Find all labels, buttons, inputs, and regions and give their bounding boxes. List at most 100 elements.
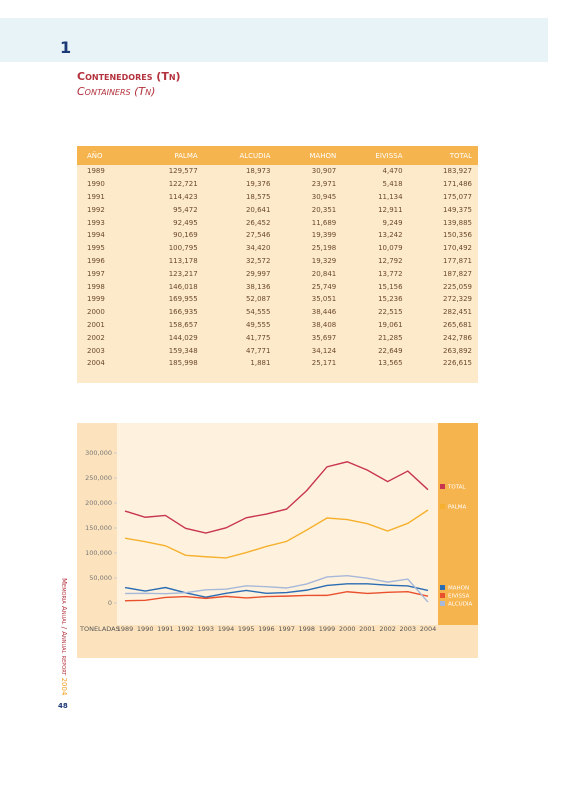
table-cell: 100,795 bbox=[168, 244, 198, 253]
table-cell: 225,059 bbox=[443, 282, 472, 291]
y-tick-label: 200,000 bbox=[85, 499, 112, 507]
table-cell: 146,018 bbox=[168, 282, 198, 291]
x-tick-label: 1992 bbox=[177, 625, 194, 633]
side-year: 2004 bbox=[60, 677, 68, 696]
table-cell: 18,575 bbox=[245, 192, 271, 201]
table-cell: 158,657 bbox=[168, 320, 198, 329]
table-row: 1996 113,178 32,572 19,329 12,792 177,871 bbox=[77, 255, 478, 268]
legend-swatch bbox=[440, 504, 445, 509]
table-cell: 19,061 bbox=[378, 320, 403, 329]
x-tick-label: 1991 bbox=[157, 625, 174, 633]
table-cell: 177,871 bbox=[443, 256, 472, 265]
table-row: 2003 159,348 47,771 34,124 22,649 263,892 bbox=[77, 344, 478, 357]
table-cell: 19,329 bbox=[311, 256, 337, 265]
table-row: 1994 90,169 27,546 19,399 13,242 150,356 bbox=[77, 229, 478, 242]
section-number: 1 bbox=[60, 38, 72, 57]
table-cell: 149,375 bbox=[443, 205, 472, 214]
table-cell: 123,217 bbox=[168, 269, 198, 278]
table-cell: 38,136 bbox=[245, 282, 271, 291]
table-cell: 2002 bbox=[87, 333, 105, 342]
table-cell: 263,892 bbox=[443, 346, 472, 355]
table-cell: 30,907 bbox=[311, 167, 337, 176]
x-tick-label: 1996 bbox=[258, 625, 275, 633]
table-cell: 95,472 bbox=[173, 205, 198, 214]
table-cell: 54,555 bbox=[245, 308, 271, 317]
column-header: PALMA bbox=[134, 146, 204, 165]
table-cell: 23,971 bbox=[311, 180, 337, 189]
table-cell: 242,786 bbox=[443, 333, 472, 342]
header-band bbox=[0, 18, 548, 62]
table-cell: 11,134 bbox=[378, 192, 403, 201]
table-cell: 2001 bbox=[87, 320, 105, 329]
table-cell: 183,927 bbox=[443, 167, 472, 176]
table-cell: 4,470 bbox=[382, 167, 403, 176]
table-cell: 20,351 bbox=[311, 205, 337, 214]
table-row: 1989 129,577 18,973 30,907 4,470 183,927 bbox=[77, 165, 478, 178]
table-cell: 34,124 bbox=[311, 346, 337, 355]
table-cell: 187,827 bbox=[443, 269, 472, 278]
table-cell: 5,418 bbox=[382, 180, 403, 189]
legend-label: EIVISSA bbox=[448, 594, 470, 600]
x-tick-label: 2004 bbox=[420, 625, 437, 633]
table-cell: 166,935 bbox=[168, 308, 198, 317]
x-tick-label: 2001 bbox=[359, 625, 376, 633]
x-tick-label: 1998 bbox=[299, 625, 316, 633]
x-tick-label: 2002 bbox=[379, 625, 396, 633]
table-cell: 1992 bbox=[87, 205, 105, 214]
table-cell: 35,051 bbox=[311, 295, 337, 304]
x-tick-label: 2000 bbox=[339, 625, 356, 633]
table-cell: 38,446 bbox=[311, 308, 337, 317]
table-cell: 1996 bbox=[87, 256, 105, 265]
table-cell: 1989 bbox=[87, 167, 105, 176]
x-tick-label: 1999 bbox=[319, 625, 336, 633]
table-cell: 22,649 bbox=[378, 346, 403, 355]
table-row: 1991 114,423 18,575 30,945 11,134 175,077 bbox=[77, 191, 478, 204]
x-tick-label: 1997 bbox=[278, 625, 295, 633]
table-row: 1990 122,721 19,376 23,971 5,418 171,486 bbox=[77, 178, 478, 191]
legend-label: PALMA bbox=[448, 505, 467, 511]
table-cell: 1991 bbox=[87, 192, 105, 201]
table-cell: 32,572 bbox=[245, 256, 271, 265]
table-cell: 47,771 bbox=[245, 346, 271, 355]
y-tick-label: 300,000 bbox=[85, 449, 112, 457]
series-line bbox=[124, 583, 429, 598]
legend-label: MAHON bbox=[448, 586, 469, 592]
table-cell: 29,997 bbox=[245, 269, 271, 278]
x-tick-label: 1995 bbox=[238, 625, 255, 633]
legend-swatch bbox=[440, 585, 445, 590]
table-cell: 13,242 bbox=[378, 231, 403, 240]
table-row: 1993 92,495 26,452 11,689 9,249 139,885 bbox=[77, 216, 478, 229]
plot-area bbox=[117, 423, 438, 625]
table-cell: 25,198 bbox=[311, 244, 337, 253]
table-cell: 27,546 bbox=[245, 231, 271, 240]
table-cell: 49,555 bbox=[245, 320, 271, 329]
x-tick-label: 1989 bbox=[117, 625, 134, 633]
table-cell: 1999 bbox=[87, 295, 105, 304]
page-number: 48 bbox=[58, 702, 68, 710]
column-header: ALCUDIA bbox=[203, 146, 277, 165]
table-cell: 171,486 bbox=[443, 180, 472, 189]
column-header: MAHON bbox=[276, 146, 343, 165]
table-cell: 25,749 bbox=[311, 282, 337, 291]
table-cell: 1990 bbox=[87, 180, 105, 189]
table-cell: 1993 bbox=[87, 218, 105, 227]
table-cell: 20,841 bbox=[311, 269, 337, 278]
table-cell: 12,792 bbox=[378, 256, 403, 265]
table-cell: 18,973 bbox=[245, 167, 271, 176]
table-cell: 21,285 bbox=[378, 333, 403, 342]
table-cell: 19,376 bbox=[245, 180, 271, 189]
table-row: 1997 123,217 29,997 20,841 13,772 187,827 bbox=[77, 267, 478, 280]
table-cell: 272,329 bbox=[443, 295, 472, 304]
table-row: 2001 158,657 49,555 38,408 19,061 265,681 bbox=[77, 319, 478, 332]
table-cell: 15,156 bbox=[378, 282, 403, 291]
series-line bbox=[124, 590, 429, 602]
series-line bbox=[124, 575, 429, 603]
table-cell: 22,515 bbox=[378, 308, 403, 317]
legend-swatch bbox=[440, 484, 445, 489]
column-header: AÑO bbox=[77, 146, 135, 165]
subtitle: Containers (Tn) bbox=[77, 85, 156, 98]
side-label: Memoria Anual / Annual report bbox=[60, 578, 68, 676]
table-cell: 1995 bbox=[87, 244, 105, 253]
